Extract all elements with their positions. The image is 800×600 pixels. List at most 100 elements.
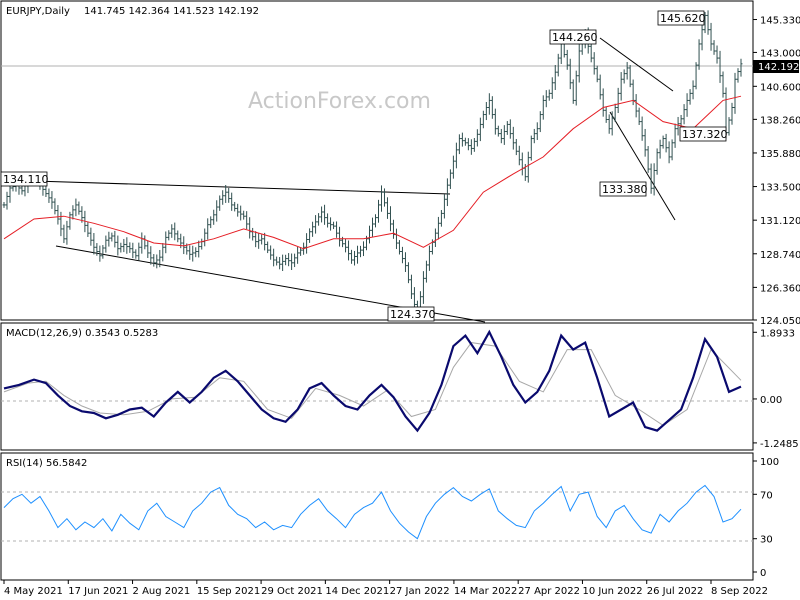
price-bar bbox=[520, 152, 524, 176]
annotation-label: 134.110 bbox=[3, 173, 49, 186]
price-bar bbox=[373, 214, 377, 228]
price-bar bbox=[326, 213, 330, 228]
price-bar bbox=[296, 246, 300, 264]
price-bar bbox=[323, 204, 327, 225]
rsi-tick-label: 100 bbox=[760, 457, 779, 468]
price-bar bbox=[376, 199, 380, 223]
price-bar bbox=[661, 135, 665, 149]
annotation-label: 124.370 bbox=[390, 308, 436, 321]
price-bar bbox=[478, 117, 482, 142]
price-bar bbox=[721, 71, 725, 98]
price-bar bbox=[254, 231, 258, 248]
price-bar bbox=[403, 252, 407, 272]
price-bar bbox=[727, 117, 731, 136]
macd-signal-line bbox=[3, 342, 742, 426]
price-bar bbox=[664, 133, 668, 153]
price-bar bbox=[266, 241, 270, 254]
price-bar bbox=[592, 52, 596, 75]
price-bar bbox=[188, 245, 192, 260]
price-bar bbox=[95, 243, 99, 256]
price-bar bbox=[457, 134, 461, 155]
price-bar bbox=[245, 211, 249, 230]
price-bar bbox=[601, 88, 605, 117]
annotation-box bbox=[549, 29, 597, 45]
price-bar bbox=[137, 242, 141, 261]
date-tick-label: 17 Jun 2021 bbox=[68, 586, 128, 597]
price-bar bbox=[532, 128, 536, 144]
price-bar bbox=[715, 45, 719, 64]
price-bar bbox=[472, 137, 476, 152]
price-bar bbox=[149, 246, 153, 265]
price-bar bbox=[194, 247, 198, 258]
price-bar bbox=[541, 95, 545, 120]
price-bar bbox=[371, 217, 374, 237]
rsi-tick-label: 30 bbox=[760, 535, 773, 546]
price-bar bbox=[311, 221, 315, 237]
price-bar bbox=[71, 205, 75, 220]
price-bar bbox=[5, 191, 9, 210]
price-bar bbox=[436, 216, 440, 240]
falling-upper-line bbox=[599, 37, 674, 92]
price-bar bbox=[110, 232, 114, 242]
price-bar bbox=[544, 90, 548, 108]
price-bar bbox=[538, 111, 542, 133]
price-bar bbox=[308, 228, 312, 243]
price-bar bbox=[140, 232, 144, 254]
price-tick-label: 143.000 bbox=[760, 48, 800, 59]
price-bar bbox=[206, 218, 210, 240]
price-bar bbox=[356, 245, 360, 264]
price-bar bbox=[218, 195, 222, 211]
price-bar bbox=[439, 210, 443, 227]
price-bar bbox=[359, 245, 363, 258]
price-bar bbox=[47, 188, 51, 203]
price-bar bbox=[281, 254, 285, 272]
price-bar bbox=[260, 234, 264, 245]
price-bar bbox=[529, 135, 533, 161]
price-bar bbox=[625, 62, 629, 80]
last-price-label: 142.192 bbox=[758, 62, 799, 73]
price-bar bbox=[152, 254, 156, 267]
date-tick-label: 26 Jul 2022 bbox=[647, 586, 704, 597]
price-bar bbox=[703, 12, 707, 34]
date-tick-label: 15 Sep 2021 bbox=[197, 586, 260, 597]
price-bar bbox=[424, 260, 428, 283]
rsi-tick-label: 70 bbox=[760, 490, 773, 501]
price-bar bbox=[709, 22, 713, 51]
price-bar bbox=[658, 139, 662, 159]
price-bar bbox=[101, 245, 105, 259]
macd-tick-label: 1.8933 bbox=[760, 328, 795, 339]
price-bar bbox=[122, 238, 126, 253]
price-bar bbox=[385, 197, 389, 219]
last-price-tag bbox=[753, 60, 799, 73]
price-bar bbox=[640, 116, 644, 141]
price-bar bbox=[170, 224, 174, 238]
price-tick-label: 135.880 bbox=[760, 149, 800, 160]
price-bar bbox=[68, 211, 72, 230]
price-bar bbox=[382, 188, 386, 207]
price-bar bbox=[442, 194, 446, 219]
price-bar bbox=[484, 101, 488, 121]
price-bar bbox=[505, 121, 509, 135]
price-bar bbox=[508, 119, 512, 139]
price-bar bbox=[215, 200, 219, 222]
price-bar bbox=[146, 240, 150, 259]
price-bar bbox=[379, 185, 383, 212]
price-bar bbox=[499, 128, 503, 144]
price-bar bbox=[284, 254, 288, 266]
price-bar bbox=[388, 206, 392, 232]
price-bar bbox=[134, 249, 138, 259]
price-bar bbox=[454, 142, 458, 169]
price-bar bbox=[212, 209, 216, 225]
price-bar bbox=[487, 93, 491, 115]
price-tick-label: 145.330 bbox=[760, 16, 800, 27]
macd-line bbox=[3, 329, 742, 433]
price-bar bbox=[329, 217, 333, 231]
date-tick-label: 10 Jun 2022 bbox=[582, 586, 642, 597]
price-bar bbox=[670, 139, 674, 161]
price-bar bbox=[257, 233, 261, 249]
price-bar bbox=[317, 213, 321, 226]
price-bar bbox=[278, 257, 282, 270]
rsi-line bbox=[3, 484, 742, 540]
watermark: ActionForex.com bbox=[248, 89, 431, 114]
price-bar bbox=[182, 236, 186, 255]
